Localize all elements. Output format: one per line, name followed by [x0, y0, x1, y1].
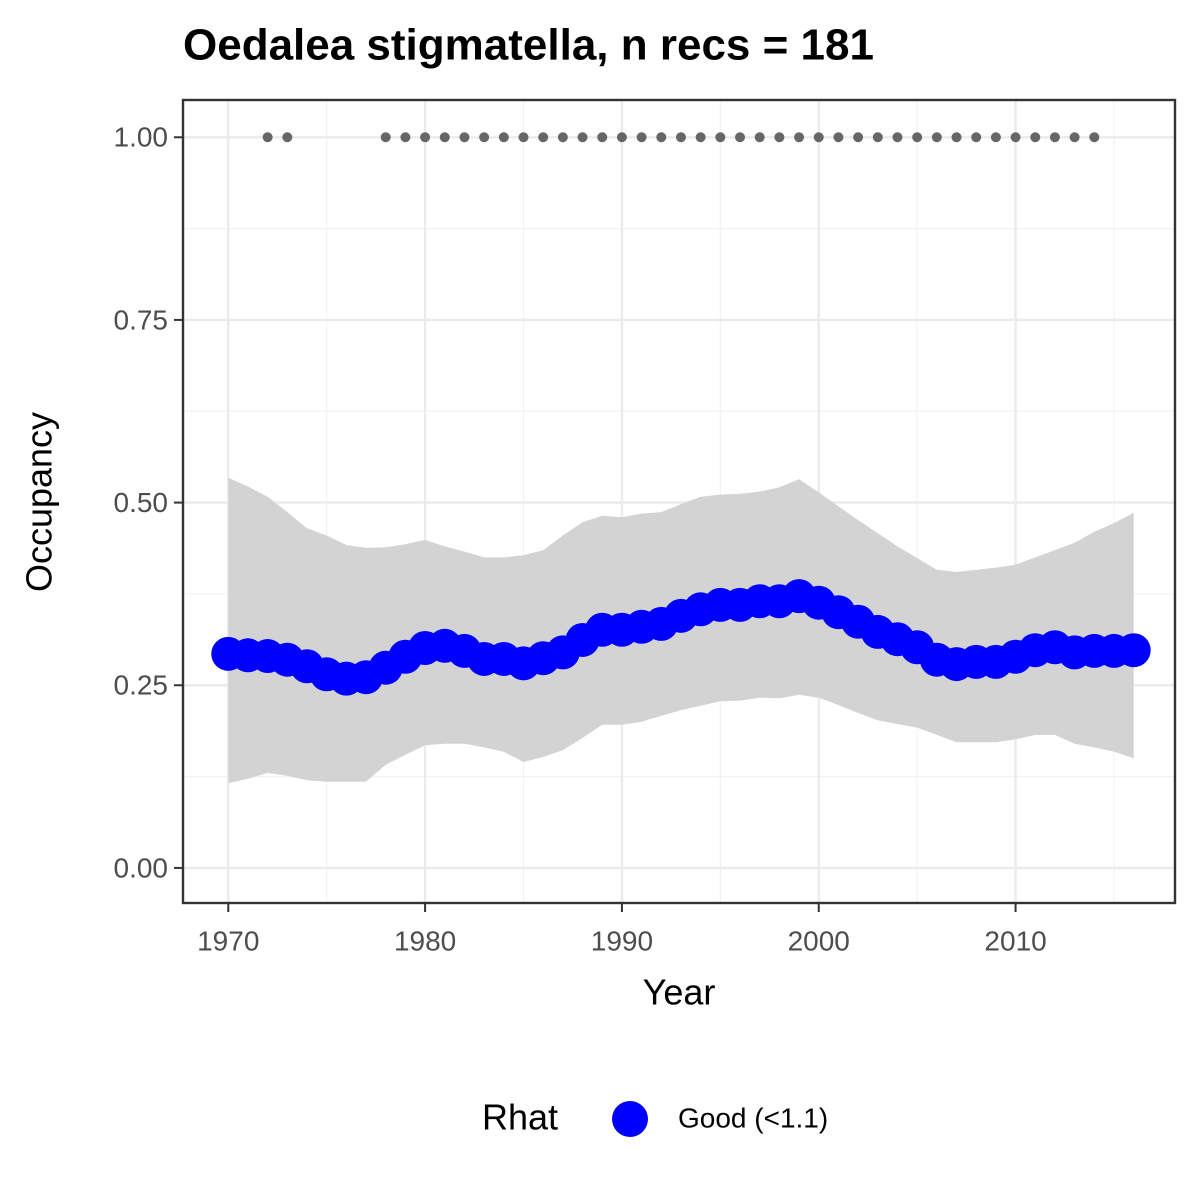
- detection-point: [813, 132, 824, 143]
- legend-label: Good (<1.1): [678, 1102, 828, 1133]
- detection-point: [636, 132, 647, 143]
- detection-point: [715, 132, 726, 143]
- detection-point: [400, 132, 411, 143]
- legend-title: Rhat: [482, 1097, 558, 1138]
- detection-point: [912, 132, 923, 143]
- detection-point: [380, 132, 391, 143]
- detection-point: [557, 132, 568, 143]
- detection-point: [538, 132, 549, 143]
- detection-point: [656, 132, 667, 143]
- detection-point: [262, 132, 273, 143]
- x-tick-label: 1970: [197, 925, 259, 956]
- detection-point: [439, 132, 450, 143]
- detection-point: [282, 132, 293, 143]
- point: [1116, 633, 1151, 668]
- y-tick-label: 0.00: [114, 852, 169, 883]
- detection-point: [1030, 132, 1041, 143]
- detection-point: [695, 132, 706, 143]
- detection-point: [853, 132, 864, 143]
- detection-point: [616, 132, 627, 143]
- x-tick-label: 2000: [788, 925, 850, 956]
- detection-point: [754, 132, 765, 143]
- y-tick-label: 0.75: [114, 304, 169, 335]
- detection-point: [518, 132, 529, 143]
- detection-point: [1010, 132, 1021, 143]
- detection-point: [479, 132, 490, 143]
- detection-point: [1089, 132, 1100, 143]
- x-tick-label: 1990: [591, 925, 653, 956]
- detection-point: [1049, 132, 1060, 143]
- detection-point: [990, 132, 1001, 143]
- x-axis-title: Year: [643, 972, 716, 1013]
- detection-point: [931, 132, 942, 143]
- detection-point: [892, 132, 903, 143]
- y-tick-label: 0.25: [114, 670, 169, 701]
- y-tick-label: 1.00: [114, 122, 169, 153]
- detection-point: [971, 132, 982, 143]
- y-tick-label: 0.50: [114, 487, 169, 518]
- detection-point: [774, 132, 785, 143]
- detection-point: [577, 132, 588, 143]
- detection-point: [833, 132, 844, 143]
- chart-title: Oedalea stigmatella, n recs = 181: [183, 21, 874, 70]
- legend-key: [612, 1101, 648, 1137]
- detection-point: [794, 132, 805, 143]
- x-tick-label: 2010: [984, 925, 1046, 956]
- detection-point: [597, 132, 608, 143]
- detection-point: [498, 132, 509, 143]
- detection-point: [420, 132, 431, 143]
- panel-border: [181, 98, 1177, 905]
- detection-point: [1069, 132, 1080, 143]
- x-tick-label: 1980: [394, 925, 456, 956]
- y-axis-title: Occupancy: [19, 412, 60, 592]
- detection-point: [872, 132, 883, 143]
- detection-point: [675, 132, 686, 143]
- detection-point: [459, 132, 470, 143]
- detection-point: [735, 132, 746, 143]
- detection-point: [951, 132, 962, 143]
